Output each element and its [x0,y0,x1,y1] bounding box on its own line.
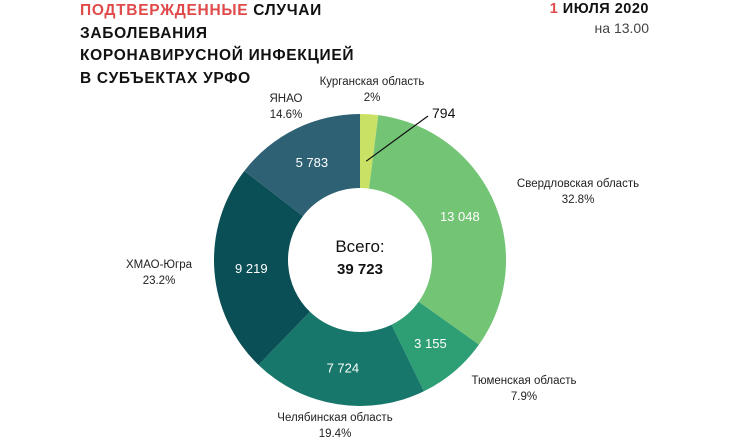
slice-percent-label: 32.8% [562,194,595,206]
title-line-2: ЗАБОЛЕВАНИЯ [80,24,208,42]
title-line-1-rest: СЛУЧАИ [248,2,323,19]
slice-region-name: Курганская область [320,76,425,88]
title-accent: ПОДТВЕРЖДЕННЫЕ [80,2,249,19]
donut-slice [391,301,479,392]
slice-region-name: ХМАО-Югра [126,259,193,271]
chart-title: ПОДТВЕРЖДЕННЫЕ СЛУЧАИ ЗАБОЛЕВАНИЯ КОРОНА… [80,0,354,90]
slice-value-labels: 794 13 048 3 155 7 724 9 219 5 783 [235,105,480,376]
slice-region-labels: Курганская область 2% Свердловская область… [126,76,639,440]
slice-percent-label: 23.2% [143,275,176,287]
title-line-3: КОРОНАВИРУСНОЙ ИНФЕКЦИЕЙ [80,47,355,64]
slice-percent-label: 7.9% [511,391,537,403]
donut-slice [360,114,379,189]
slice-region-name: Тюменская область [471,375,576,387]
slice-region-name: Свердловская область [517,178,639,190]
donut-slice [258,311,424,406]
center-total-value: 39 723 [337,261,383,278]
slice-value-label: 794 [432,105,456,121]
date-block: 1 ИЮЛЯ 2020 на 13.00 [550,0,649,38]
date-month-year: ИЮЛЯ 2020 [558,1,649,17]
slice-percent-label: 14.6% [270,109,303,121]
leader-line [365,115,429,162]
slice-region-name: Челябинская область [277,412,392,424]
date-line: 1 ИЮЛЯ 2020 [550,0,649,19]
title-line-1: ПОДТВЕРЖДЕННЫЕ СЛУЧАИ [80,0,354,23]
donut-slices [214,114,506,406]
slice-percent-label: 2% [364,92,381,104]
center-total-label: Всего: [335,237,384,256]
slice-region-name: ЯНАО [270,93,303,105]
slice-value-label: 9 219 [235,261,268,276]
slice-value-label: 5 783 [296,155,329,170]
slice-percent-label: 19.4% [319,428,352,440]
donut-slice [369,115,506,345]
slice-value-label: 7 724 [327,361,360,376]
slice-value-label: 13 048 [440,209,480,224]
slice-value-label: 3 155 [414,336,447,351]
date-day: 1 [549,1,559,17]
donut-slice [214,170,310,365]
time-line: на 13.00 [594,20,649,36]
title-line-4: В СУБЪЕКТАХ УРФО [80,69,251,87]
donut-slice [244,114,360,217]
